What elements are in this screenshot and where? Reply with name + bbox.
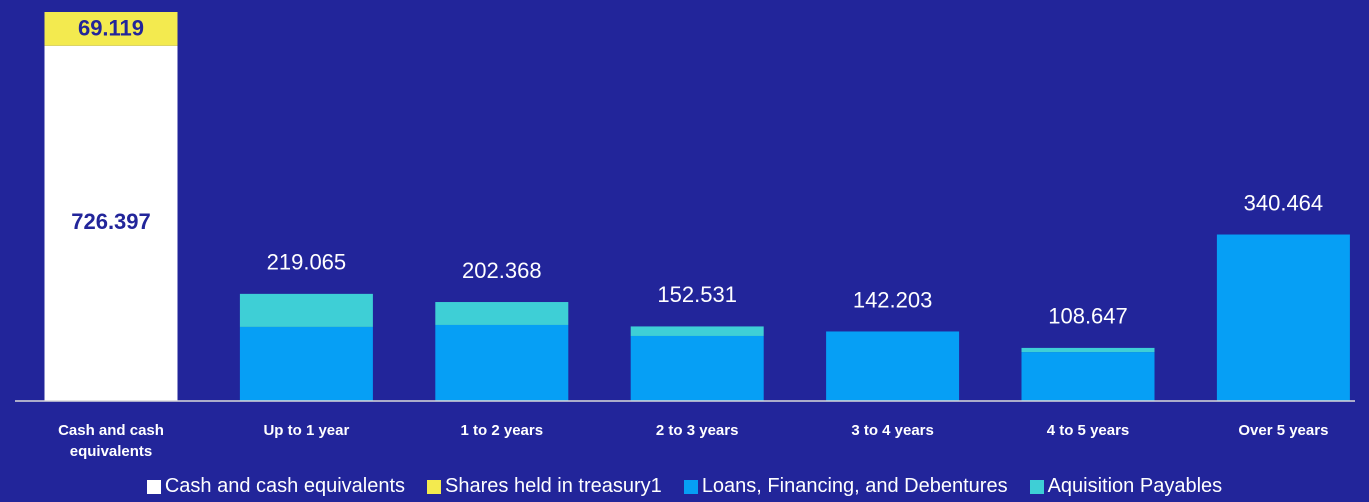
x-tick-label: 3 to 4 years	[851, 422, 934, 439]
legend-label: Cash and cash equivalents	[164, 475, 406, 497]
bar-segment	[239, 293, 373, 327]
bar-segment	[630, 326, 764, 336]
total-label: 142.203	[853, 287, 933, 312]
legend: Cash and cash equivalents Shares held in …	[0, 475, 1369, 498]
legend-label: Aquisition Payables	[1047, 475, 1223, 497]
bar-segment	[435, 324, 569, 401]
bar-segment	[826, 331, 960, 401]
legend-swatch	[146, 479, 161, 494]
total-label: 108.647	[1048, 304, 1128, 329]
bar-segment	[1021, 347, 1155, 353]
segment-label: 69.119	[78, 16, 144, 41]
legend-item: Shares held in treasury1	[427, 475, 662, 498]
x-tick-label: Up to 1 year	[263, 422, 350, 439]
x-tick-label: Cash and cash equivalents	[58, 422, 164, 460]
total-label: 202.368	[462, 258, 542, 283]
plot: 726.397 69.119 219.065 202.368 152.531 142.20…	[15, 12, 1355, 402]
bar-segment	[44, 45, 178, 401]
legend-swatch	[427, 479, 442, 494]
legend-item: Cash and cash equivalents	[146, 475, 406, 498]
segment-label: 726.397	[71, 209, 151, 234]
legend-item: Loans, Financing, and Debentures	[683, 475, 1008, 498]
total-label: 152.531	[657, 282, 737, 307]
legend-swatch	[683, 479, 698, 494]
bar-segment	[239, 326, 373, 401]
x-tick-label: Over 5 years	[1238, 422, 1329, 439]
bar-segment	[1021, 352, 1155, 401]
bar-segment	[44, 12, 178, 46]
legend-swatch	[1029, 479, 1044, 494]
legend-label: Shares held in treasury1	[445, 475, 662, 497]
legend-label: Loans, Financing, and Debentures	[701, 475, 1008, 497]
legend-item: Aquisition Payables	[1029, 475, 1223, 498]
x-tick-label: 4 to 5 years	[1046, 422, 1130, 439]
x-tick-label: 1 to 2 years	[460, 422, 544, 439]
total-label: 340.464	[1244, 190, 1324, 215]
total-label: 219.065	[267, 250, 347, 275]
bar-segment	[630, 335, 764, 401]
bar-segment	[1216, 234, 1350, 401]
bar-segment	[435, 302, 569, 325]
x-tick-label: 2 to 3 years	[655, 422, 739, 439]
